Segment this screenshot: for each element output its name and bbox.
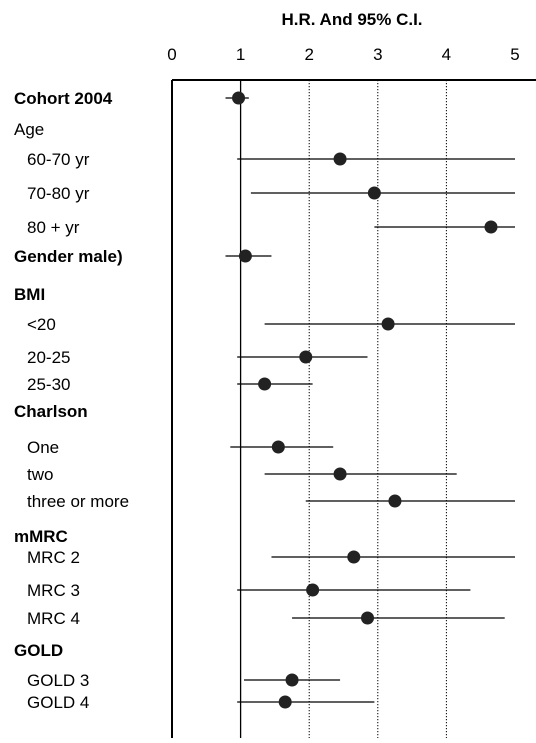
row-label: GOLD 4 (27, 693, 89, 712)
hr-point (388, 494, 402, 508)
row-label: <20 (27, 315, 56, 334)
hr-point (238, 249, 252, 263)
row-label: BMI (14, 285, 45, 304)
x-tick-label: 4 (442, 45, 451, 64)
hr-point (271, 440, 285, 454)
row-label: GOLD 3 (27, 671, 89, 690)
hr-point (258, 377, 272, 391)
row-label: GOLD (14, 641, 63, 660)
row-label: 80 + yr (27, 218, 80, 237)
hazard-ratio-points (232, 91, 498, 709)
row-label: Cohort 2004 (14, 89, 113, 108)
plot-frame (171, 79, 536, 738)
row-label: Age (14, 120, 44, 139)
row-label: two (27, 465, 53, 484)
row-label: Charlson (14, 402, 88, 421)
chart-title: H.R. And 95% C.I. (281, 10, 422, 29)
row-label: Gender male) (14, 247, 123, 266)
reference-lines (239, 80, 447, 738)
row-labels: Cohort 2004 Age 60-70 yr 70-80 yr 80 + yr Gen… (14, 89, 129, 712)
hr-point (333, 152, 347, 166)
x-tick-label: 5 (510, 45, 519, 64)
hr-point (333, 467, 347, 481)
x-tick-label: 2 (304, 45, 313, 64)
row-label: mMRC (14, 527, 68, 546)
hr-point (367, 186, 381, 200)
x-tick-label: 0 (167, 45, 176, 64)
hr-point (299, 350, 313, 364)
hr-point (381, 317, 395, 331)
row-label: 20-25 (27, 348, 70, 367)
x-axis-ticks: 0 1 2 3 4 5 (167, 45, 519, 64)
x-tick-label: 3 (373, 45, 382, 64)
hr-point (347, 550, 361, 564)
row-label: MRC 2 (27, 548, 80, 567)
row-label: 60-70 yr (27, 150, 90, 169)
hr-point (484, 220, 498, 234)
hr-point (278, 695, 292, 709)
row-label: MRC 3 (27, 581, 80, 600)
row-label: 70-80 yr (27, 184, 90, 203)
row-label: 25-30 (27, 375, 70, 394)
hr-point (232, 91, 246, 105)
x-tick-label: 1 (236, 45, 245, 64)
hr-point (285, 673, 299, 687)
row-label: One (27, 438, 59, 457)
row-label: three or more (27, 492, 129, 511)
hr-point (361, 611, 375, 625)
hr-point (306, 583, 320, 597)
row-label: MRC 4 (27, 609, 80, 628)
